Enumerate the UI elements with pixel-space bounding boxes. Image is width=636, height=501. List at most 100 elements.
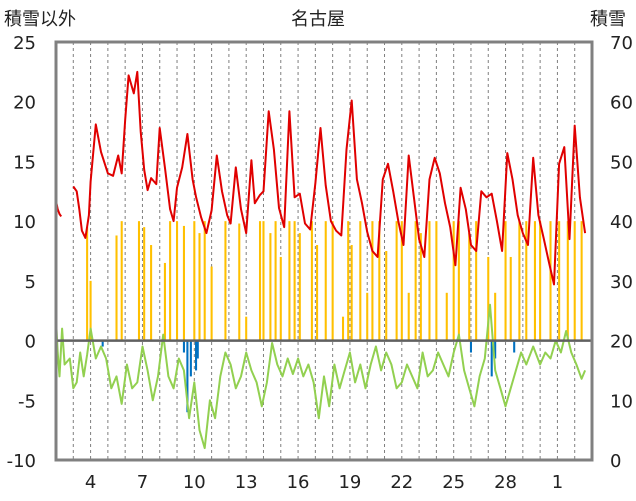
- sunshine-bar: [359, 221, 362, 341]
- sunshine-bar: [175, 221, 179, 341]
- x-tick-label: 4: [85, 472, 96, 493]
- sunshine-bar: [137, 221, 141, 341]
- sunshine-bar: [347, 221, 350, 341]
- precipitation-bar: [469, 340, 473, 353]
- right-tick-label: 40: [610, 212, 633, 233]
- left-axis-label: 積雪以外: [4, 9, 76, 30]
- sunshine-bar: [468, 233, 471, 341]
- right-tick-label: 20: [610, 332, 633, 353]
- sunshine-bar: [238, 223, 241, 341]
- min_temp-line: [55, 303, 587, 450]
- right-axis-label: 積雪: [590, 9, 626, 30]
- sunshine-bar: [150, 245, 153, 341]
- left-tick-label: -5: [18, 391, 36, 412]
- sunshine-bar: [89, 280, 92, 341]
- left-tick-label: 5: [25, 272, 36, 293]
- right-tick-label: 70: [610, 33, 633, 54]
- left-tick-label: 20: [13, 93, 36, 114]
- precipitation-bar: [196, 340, 199, 359]
- vertical-gridlines: [72, 42, 576, 460]
- sunshine-bar: [258, 221, 262, 341]
- x-tick-label: 25: [442, 472, 465, 493]
- sunshine-bar: [494, 292, 497, 341]
- left-tick-label: 0: [25, 332, 36, 353]
- sunshine-bar: [419, 233, 422, 341]
- tick-labels: -10 -5 0 5 10 15 20 25 0 10 20 30 40 50 60 70 4 7 10 13 16 19…: [7, 33, 633, 493]
- left-tick-label: 15: [13, 152, 36, 173]
- sunshine-bar: [350, 245, 353, 341]
- sunshine-bar: [518, 221, 521, 341]
- precipitation-bar: [494, 340, 497, 359]
- left-tick-label: -10: [7, 451, 36, 472]
- sunshine-bar: [378, 221, 381, 341]
- sunshine-bar: [341, 316, 345, 341]
- precipitation-bar: [186, 340, 189, 413]
- right-tick-label: 60: [610, 93, 633, 114]
- sunshine-bar: [371, 221, 374, 341]
- x-tick-label: 10: [183, 472, 206, 493]
- sunshine-bar: [274, 221, 277, 341]
- sunshine-bar: [203, 221, 206, 341]
- sunshine-bar: [163, 262, 166, 341]
- sunshine-bar: [288, 221, 291, 341]
- sunshine-bar: [457, 221, 460, 341]
- sunshine-bar: [452, 221, 455, 341]
- sunshine-bar: [169, 221, 172, 341]
- sunshine-bar: [279, 256, 282, 341]
- x-tick-label: 22: [390, 472, 413, 493]
- x-tick-label: 7: [137, 472, 148, 493]
- sunshine-bar: [580, 221, 583, 341]
- sunshine-bar: [475, 221, 478, 341]
- x-tick-label: 19: [338, 472, 361, 493]
- sunshine-bar: [198, 233, 201, 341]
- sunshine-bar: [549, 221, 552, 341]
- sunshine-bar: [573, 221, 576, 341]
- sunshine-bar: [400, 221, 403, 341]
- x-tick-label: 13: [235, 472, 258, 493]
- sunshine-bar: [525, 221, 528, 341]
- precipitation-bar: [513, 340, 516, 353]
- sunshine-bar: [115, 235, 118, 341]
- sunshine-bar: [566, 221, 569, 341]
- sunshine-bar: [407, 292, 410, 341]
- precipitation-bar: [189, 340, 192, 377]
- chart-title: 名古屋: [291, 9, 345, 30]
- x-tick-label: 1: [552, 472, 563, 493]
- sunshine-bar: [539, 221, 542, 341]
- right-tick-label: 50: [610, 152, 633, 173]
- sunshine-bar: [324, 221, 327, 341]
- sunshine-bar: [269, 233, 272, 341]
- sunshine-bar: [143, 227, 146, 341]
- sunshine-bar: [533, 221, 536, 341]
- sunshine-bar: [558, 221, 561, 341]
- right-tick-label: 10: [610, 391, 633, 412]
- x-tick-label: 16: [287, 472, 310, 493]
- precipitation-bar: [101, 340, 104, 347]
- sunshine-bar: [210, 266, 213, 341]
- left-tick-label: 25: [13, 33, 36, 54]
- sunshine-bar: [86, 227, 89, 341]
- plot-frame: [54, 40, 594, 462]
- sunshine-bar: [182, 225, 185, 341]
- sunshine-bar: [504, 221, 507, 341]
- sunshine-bar: [445, 292, 448, 341]
- sunshine-bar: [428, 221, 431, 341]
- sunshine-bar: [366, 292, 369, 341]
- sunshine-bar: [316, 245, 319, 341]
- sunshine-bar: [120, 221, 123, 341]
- sunshine-bar: [395, 221, 398, 341]
- sunshine-bar: [193, 221, 196, 341]
- sunshine-bar: [435, 221, 438, 341]
- precipitation-bar: [182, 340, 185, 353]
- sunshine-bar: [293, 221, 296, 341]
- left-tick-label: 10: [13, 212, 36, 233]
- sunshine-bar: [310, 221, 313, 341]
- x-tick-label: 28: [494, 472, 517, 493]
- bars: [86, 221, 583, 413]
- sunshine-bar: [224, 221, 227, 341]
- sunshine-bar: [509, 256, 512, 341]
- sunshine-bar: [298, 233, 301, 341]
- sunshine-bar: [414, 221, 417, 341]
- sunshine-bar: [245, 316, 248, 341]
